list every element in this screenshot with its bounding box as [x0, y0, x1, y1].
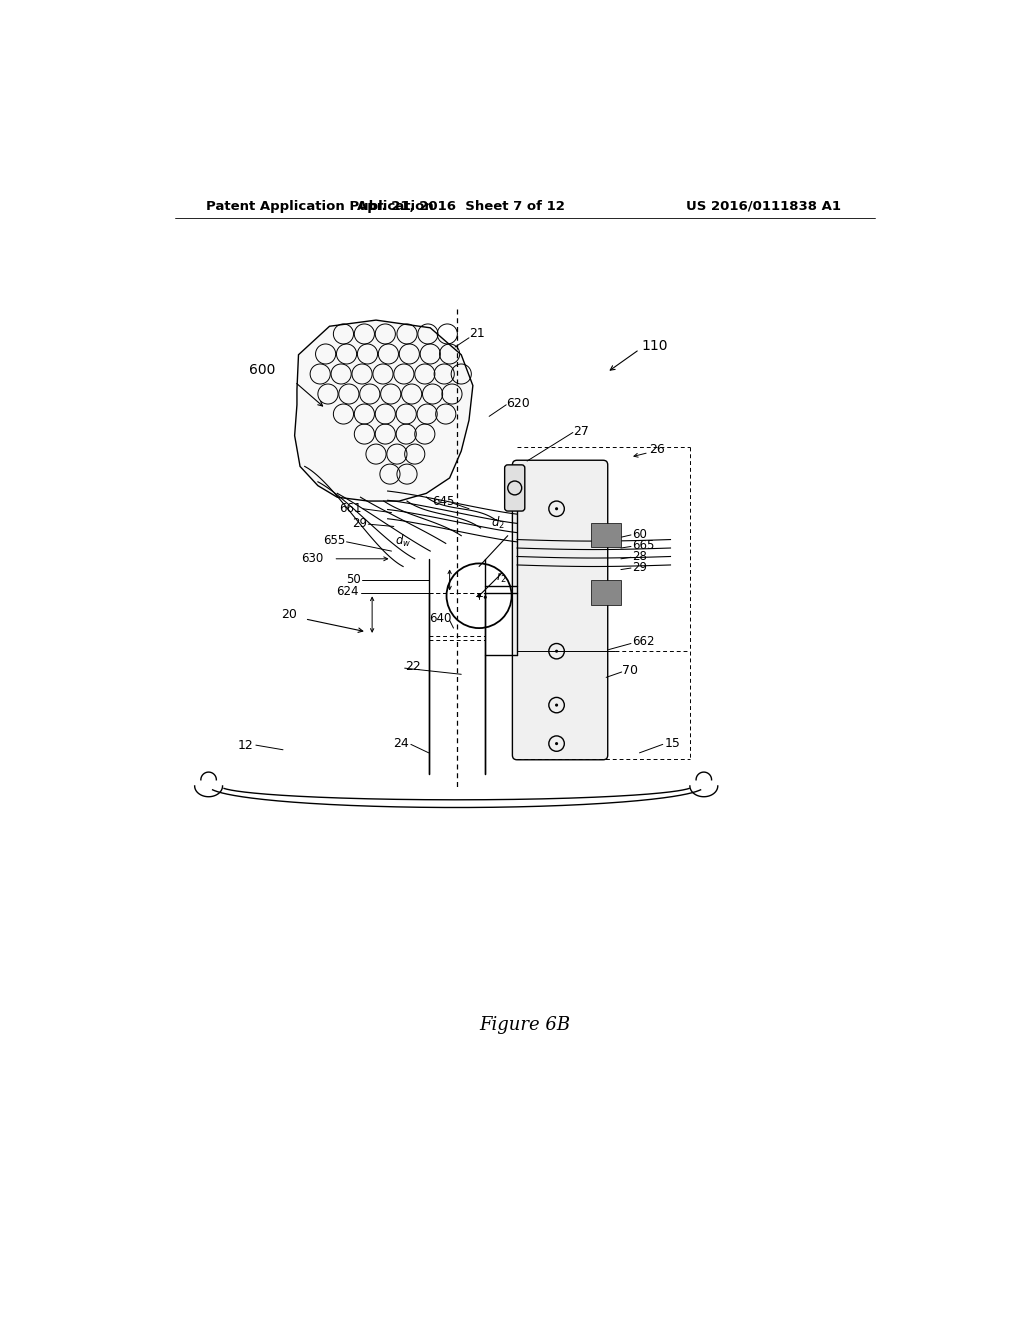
- Text: 27: 27: [573, 425, 590, 438]
- Text: 60: 60: [632, 528, 646, 541]
- Text: 661: 661: [340, 502, 362, 515]
- Text: $d_2$: $d_2$: [490, 515, 505, 532]
- Bar: [592, 581, 621, 605]
- Text: 50: 50: [346, 573, 360, 586]
- Circle shape: [555, 704, 558, 706]
- Text: US 2016/0111838 A1: US 2016/0111838 A1: [686, 199, 841, 213]
- Text: 600: 600: [249, 363, 275, 378]
- Text: Patent Application Publication: Patent Application Publication: [206, 199, 433, 213]
- FancyBboxPatch shape: [512, 461, 607, 760]
- Text: 624: 624: [337, 585, 359, 598]
- Text: 28: 28: [632, 550, 646, 564]
- Text: 655: 655: [323, 533, 345, 546]
- Text: 24: 24: [393, 737, 409, 750]
- Text: 20: 20: [281, 607, 297, 620]
- Text: 110: 110: [641, 338, 668, 352]
- Bar: [592, 523, 621, 548]
- Circle shape: [483, 595, 486, 599]
- Text: $d_w$: $d_w$: [395, 533, 412, 549]
- Circle shape: [555, 649, 558, 653]
- Text: 29: 29: [351, 517, 367, 529]
- Text: Apr. 21, 2016  Sheet 7 of 12: Apr. 21, 2016 Sheet 7 of 12: [357, 199, 565, 213]
- FancyBboxPatch shape: [505, 465, 524, 511]
- Circle shape: [477, 594, 481, 598]
- Text: 630: 630: [301, 552, 324, 565]
- Text: Figure 6B: Figure 6B: [479, 1015, 570, 1034]
- Polygon shape: [295, 321, 473, 502]
- Text: 29: 29: [632, 561, 647, 574]
- Text: 640: 640: [429, 612, 452, 626]
- Text: 645: 645: [432, 495, 455, 508]
- Text: 22: 22: [406, 660, 421, 673]
- Circle shape: [555, 742, 558, 744]
- Text: 21: 21: [469, 327, 484, 341]
- Circle shape: [555, 507, 558, 511]
- Text: 26: 26: [649, 444, 665, 455]
- Text: 70: 70: [623, 664, 638, 677]
- Text: 665: 665: [632, 539, 654, 552]
- Text: 662: 662: [632, 635, 654, 648]
- Text: $r_2$: $r_2$: [496, 572, 508, 585]
- Text: 620: 620: [506, 397, 530, 409]
- Text: 15: 15: [665, 737, 680, 750]
- Text: 12: 12: [238, 739, 254, 751]
